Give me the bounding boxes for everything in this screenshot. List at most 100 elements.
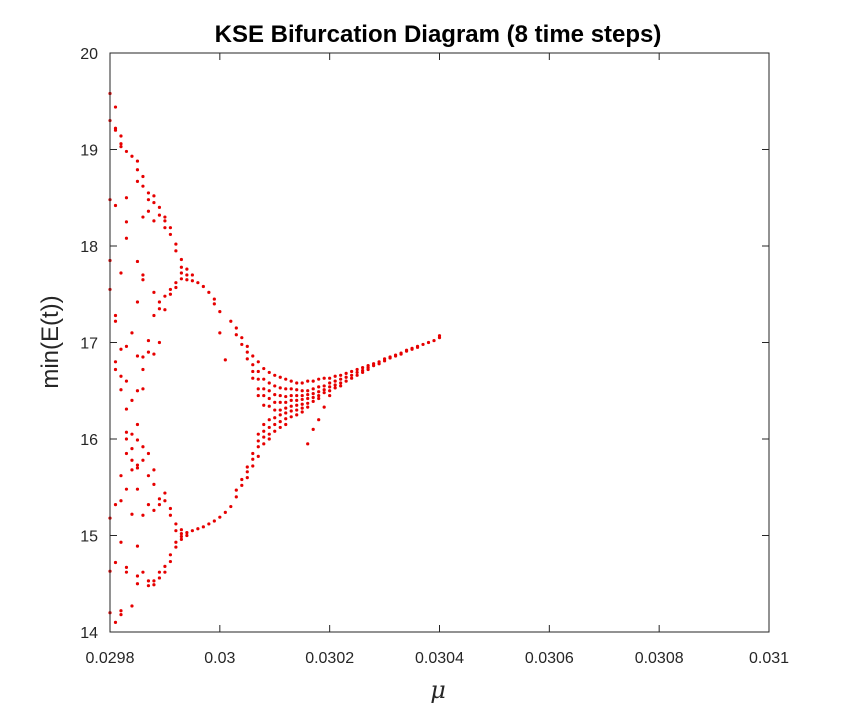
data-point bbox=[135, 159, 140, 163]
data-point bbox=[333, 374, 337, 378]
data-point bbox=[124, 437, 129, 441]
data-point bbox=[141, 215, 145, 219]
data-point bbox=[146, 350, 151, 354]
data-point bbox=[141, 458, 145, 462]
data-point bbox=[256, 432, 260, 436]
data-point bbox=[234, 488, 238, 492]
data-point bbox=[273, 373, 277, 377]
data-point bbox=[163, 294, 167, 298]
data-point bbox=[124, 236, 129, 240]
data-point bbox=[399, 352, 403, 356]
data-point bbox=[146, 198, 151, 202]
data-point bbox=[130, 331, 134, 335]
data-point bbox=[289, 393, 293, 398]
data-point bbox=[124, 220, 129, 224]
data-point bbox=[135, 466, 140, 470]
data-point bbox=[141, 445, 145, 449]
data-point bbox=[366, 367, 370, 372]
data-point bbox=[168, 226, 173, 230]
data-point bbox=[245, 350, 249, 354]
data-point bbox=[119, 388, 123, 392]
data-point bbox=[404, 349, 409, 353]
data-point bbox=[267, 381, 271, 385]
data-point bbox=[333, 379, 337, 383]
data-point bbox=[267, 370, 271, 375]
data-point bbox=[251, 457, 255, 461]
data-point bbox=[410, 347, 414, 351]
data-point bbox=[185, 531, 189, 535]
data-point bbox=[152, 290, 156, 294]
data-point bbox=[168, 513, 173, 517]
data-point bbox=[415, 345, 420, 349]
data-point bbox=[311, 427, 315, 431]
data-point bbox=[284, 387, 288, 391]
data-point bbox=[240, 483, 244, 487]
data-point bbox=[245, 465, 249, 469]
data-point bbox=[256, 439, 260, 443]
data-point bbox=[382, 359, 387, 363]
data-point bbox=[273, 384, 277, 388]
data-point bbox=[267, 404, 271, 408]
data-point bbox=[437, 334, 442, 338]
x-axis-label: μ bbox=[430, 676, 446, 704]
data-point bbox=[141, 367, 145, 372]
data-point bbox=[157, 205, 162, 209]
data-point bbox=[163, 570, 167, 574]
data-point bbox=[124, 565, 129, 569]
data-point bbox=[124, 570, 129, 574]
y-tick-label: 14 bbox=[80, 625, 98, 642]
data-point bbox=[267, 425, 271, 430]
data-point bbox=[146, 579, 151, 583]
data-point bbox=[179, 257, 183, 262]
data-point bbox=[113, 560, 118, 565]
data-point bbox=[421, 342, 425, 347]
data-point bbox=[322, 391, 326, 395]
data-point bbox=[124, 149, 129, 154]
data-point bbox=[256, 377, 260, 381]
data-point bbox=[262, 442, 266, 446]
data-point bbox=[196, 281, 200, 285]
data-point bbox=[113, 367, 118, 372]
data-point bbox=[240, 342, 244, 347]
x-tick-label: 0.0306 bbox=[525, 650, 574, 667]
data-point bbox=[311, 395, 315, 400]
data-point bbox=[295, 413, 299, 417]
data-point bbox=[135, 168, 140, 172]
data-point bbox=[119, 134, 123, 138]
data-point bbox=[262, 429, 266, 433]
data-point bbox=[157, 570, 162, 574]
data-point bbox=[119, 540, 123, 544]
y-tick-label: 16 bbox=[80, 432, 98, 449]
data-point bbox=[317, 377, 321, 381]
data-point bbox=[168, 506, 173, 511]
data-point bbox=[168, 287, 173, 292]
data-point bbox=[179, 534, 183, 539]
data-point bbox=[152, 583, 156, 587]
data-point bbox=[267, 389, 271, 393]
data-point bbox=[135, 438, 140, 442]
data-point bbox=[152, 200, 156, 205]
data-point bbox=[306, 393, 310, 397]
data-point bbox=[251, 376, 255, 380]
data-point bbox=[207, 522, 211, 526]
data-point bbox=[135, 354, 140, 358]
data-point bbox=[141, 184, 145, 188]
data-point bbox=[141, 174, 145, 179]
data-point bbox=[174, 249, 178, 253]
data-point bbox=[234, 326, 238, 330]
data-point bbox=[152, 482, 156, 486]
data-point bbox=[163, 491, 167, 495]
data-point bbox=[284, 406, 288, 410]
data-point bbox=[306, 396, 310, 401]
data-point bbox=[157, 213, 162, 217]
data-point bbox=[328, 385, 332, 389]
data-point bbox=[289, 415, 293, 419]
data-point bbox=[284, 400, 288, 404]
data-point bbox=[124, 379, 129, 383]
data-point bbox=[179, 265, 183, 269]
data-point bbox=[152, 194, 156, 198]
data-point bbox=[256, 445, 260, 449]
data-point bbox=[174, 545, 178, 549]
data-point bbox=[157, 503, 162, 507]
data-point bbox=[300, 402, 304, 406]
